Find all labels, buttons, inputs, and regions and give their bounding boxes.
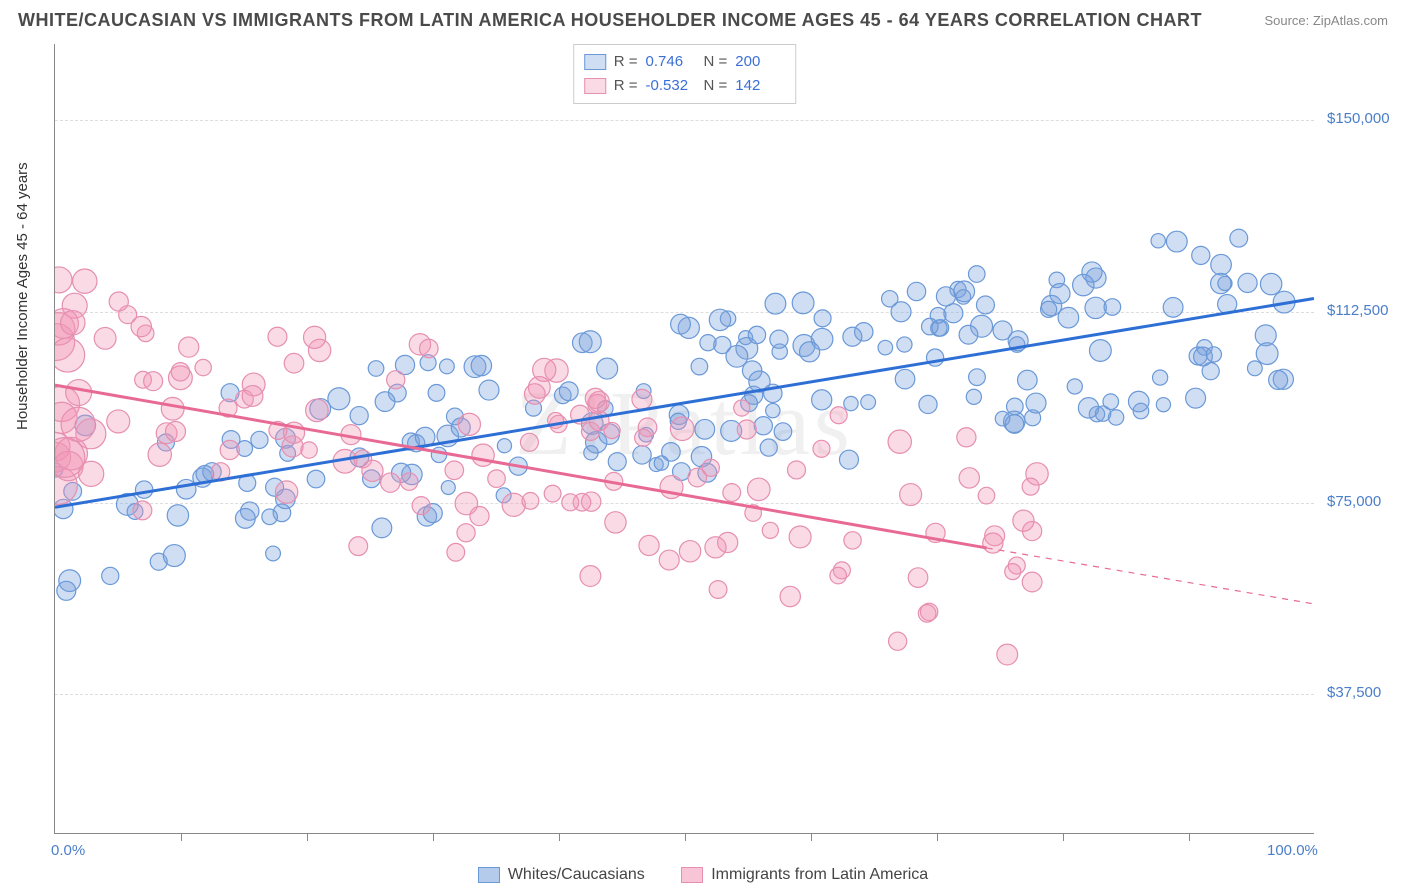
x-tick	[1189, 833, 1190, 841]
swatch-pink	[681, 867, 703, 883]
legend-stats-row-1: R = 0.746 N = 200	[584, 50, 786, 74]
x-tick-label: 100.0%	[1267, 842, 1318, 859]
swatch-blue	[478, 867, 500, 883]
x-tick	[1063, 833, 1064, 841]
x-tick	[811, 833, 812, 841]
x-tick	[559, 833, 560, 841]
source-label: Source: ZipAtlas.com	[1264, 13, 1388, 28]
legend-item-1: Whites/Caucasians	[478, 866, 645, 884]
r-value-1: 0.746	[646, 50, 696, 74]
n-value-2: 142	[735, 74, 785, 98]
chart-title: WHITE/CAUCASIAN VS IMMIGRANTS FROM LATIN…	[18, 10, 1202, 31]
x-tick	[937, 833, 938, 841]
x-tick	[433, 833, 434, 841]
y-tick-label: $112,500	[1327, 302, 1388, 319]
legend-label-2: Immigrants from Latin America	[711, 866, 928, 884]
x-tick	[181, 833, 182, 841]
legend-bottom: Whites/Caucasians Immigrants from Latin …	[0, 866, 1406, 888]
swatch-pink	[584, 78, 606, 94]
legend-stats-box: R = 0.746 N = 200 R = -0.532 N = 142	[573, 44, 797, 104]
n-value-1: 200	[735, 50, 785, 74]
swatch-blue	[584, 54, 606, 70]
title-bar: WHITE/CAUCASIAN VS IMMIGRANTS FROM LATIN…	[18, 10, 1388, 31]
x-tick-label: 0.0%	[51, 842, 85, 859]
scatter-chart	[55, 44, 1314, 833]
y-tick-label: $150,000	[1327, 110, 1390, 127]
legend-item-2: Immigrants from Latin America	[681, 866, 928, 884]
legend-stats-row-2: R = -0.532 N = 142	[584, 74, 786, 98]
y-axis-label: Householder Income Ages 45 - 64 years	[14, 162, 31, 430]
n-label: N =	[704, 50, 728, 74]
legend-label-1: Whites/Caucasians	[508, 866, 645, 884]
y-tick-label: $75,000	[1327, 493, 1381, 510]
r-value-2: -0.532	[646, 74, 696, 98]
r-label: R =	[614, 74, 638, 98]
n-label: N =	[704, 74, 728, 98]
x-tick	[685, 833, 686, 841]
plot-area: ZIPatlas R = 0.746 N = 200 R = -0.532 N …	[54, 44, 1314, 834]
y-tick-label: $37,500	[1327, 684, 1381, 701]
r-label: R =	[614, 50, 638, 74]
x-tick	[307, 833, 308, 841]
